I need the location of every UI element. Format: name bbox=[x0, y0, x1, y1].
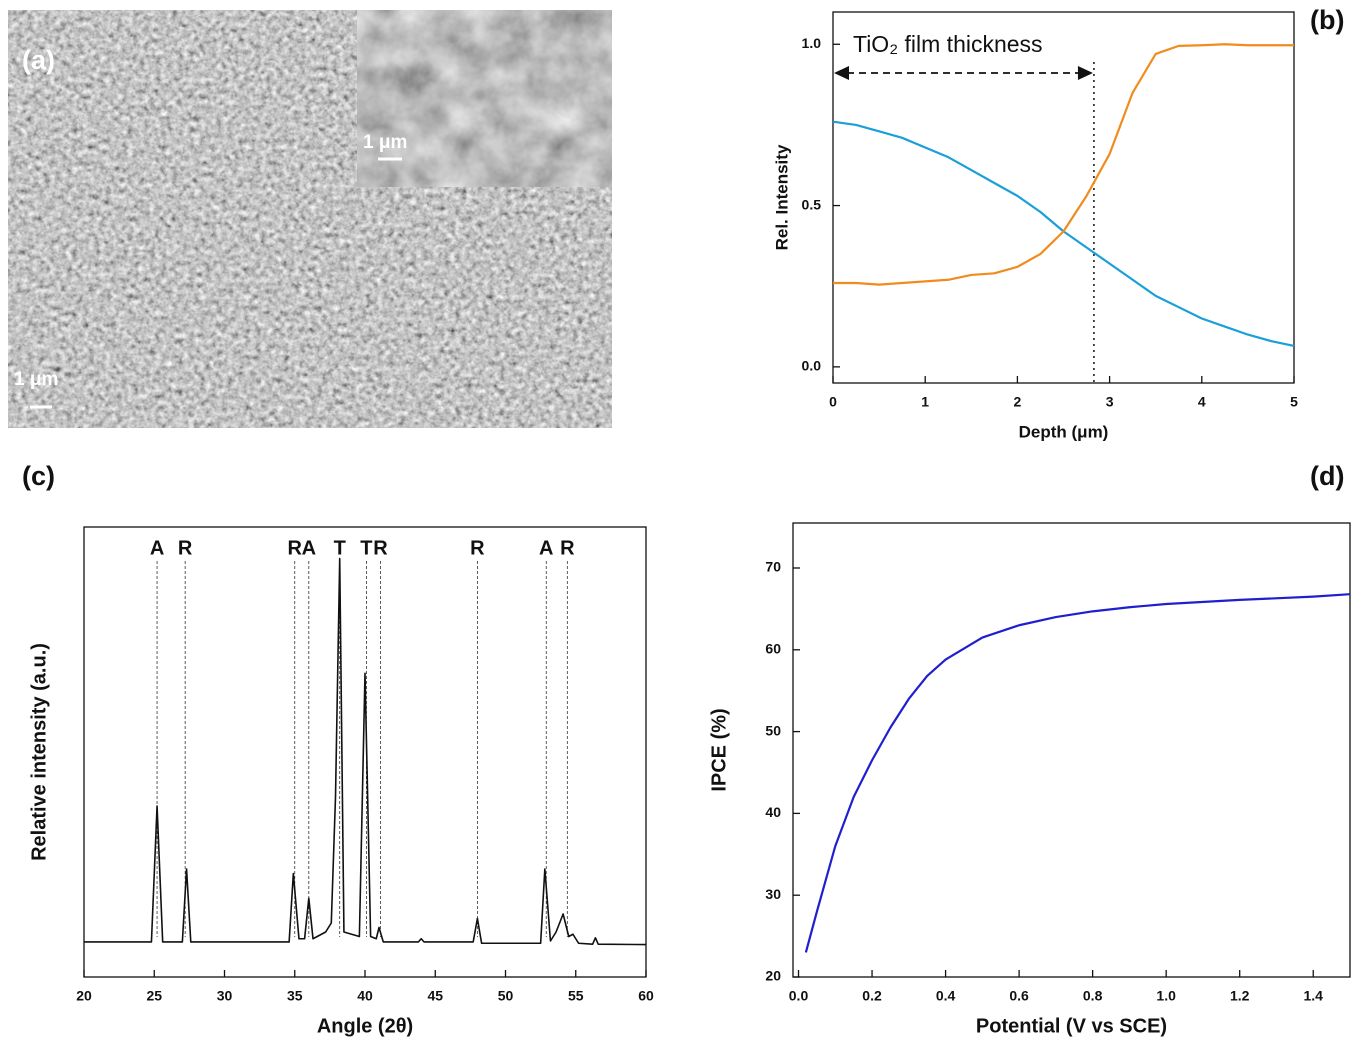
y-axis-label: IPCE (%) bbox=[708, 708, 730, 791]
y-axis-label: Relative intensity (a.u.) bbox=[28, 643, 50, 861]
data-line bbox=[804, 593, 1351, 953]
peak-label: R bbox=[178, 537, 193, 559]
x-axis-label: Angle (2θ) bbox=[317, 1015, 413, 1037]
x-tick-label: 60 bbox=[638, 988, 654, 1004]
peak-label: T bbox=[334, 537, 346, 559]
panel-label: (a) bbox=[22, 45, 55, 75]
x-tick-label: 40 bbox=[357, 988, 373, 1004]
x-tick-label: 0.4 bbox=[936, 988, 956, 1004]
plot-frame bbox=[832, 11, 1295, 384]
x-tick-label: 3 bbox=[1106, 394, 1114, 410]
annotation: TiO₂ film thickness bbox=[853, 31, 1043, 57]
x-tick-label: 1 bbox=[921, 394, 929, 410]
x-tick-label: 0.6 bbox=[1009, 988, 1029, 1004]
panel-label: (c) bbox=[22, 461, 55, 491]
data-line bbox=[832, 120, 1295, 347]
peak-label: R bbox=[470, 537, 485, 559]
x-tick-label: 25 bbox=[146, 988, 162, 1004]
plot-frame bbox=[83, 526, 647, 978]
y-tick-label: 70 bbox=[765, 559, 781, 575]
x-tick-label: 4 bbox=[1198, 394, 1206, 410]
x-tick-label: 0.2 bbox=[862, 988, 882, 1004]
inset-scale-bar-label: 1 μm bbox=[363, 132, 407, 153]
y-axis-label: Rel. Intensity bbox=[772, 144, 791, 250]
x-tick-label: 35 bbox=[287, 988, 303, 1004]
x-tick-label: 0 bbox=[829, 394, 837, 410]
x-tick-label: 0.8 bbox=[1083, 988, 1103, 1004]
x-tick-label: 2 bbox=[1014, 394, 1022, 410]
y-tick-label: 0.0 bbox=[802, 358, 822, 374]
y-tick-label: 50 bbox=[765, 722, 781, 738]
y-tick-label: 40 bbox=[765, 804, 781, 820]
x-tick-label: 50 bbox=[498, 988, 514, 1004]
peak-label: A bbox=[539, 537, 553, 559]
x-tick-label: 20 bbox=[76, 988, 92, 1004]
x-tick-label: 0.0 bbox=[789, 988, 809, 1004]
y-tick-label: 30 bbox=[765, 886, 781, 902]
x-tick-label: 1.2 bbox=[1230, 988, 1250, 1004]
arrow-head bbox=[1077, 66, 1093, 80]
peak-label: R bbox=[373, 537, 388, 559]
arrow-head bbox=[834, 66, 849, 80]
x-tick-label: 30 bbox=[217, 988, 233, 1004]
y-tick-label: 60 bbox=[765, 640, 781, 656]
x-axis-label: Potential (V vs SCE) bbox=[976, 1015, 1167, 1037]
peak-label: T bbox=[360, 537, 372, 559]
scale-bar-label: 1 μm bbox=[14, 369, 58, 390]
x-tick-label: 1.0 bbox=[1156, 988, 1176, 1004]
y-tick-label: 0.5 bbox=[802, 196, 822, 212]
peak-label: A bbox=[302, 537, 316, 559]
x-axis-label: Depth (μm) bbox=[1019, 422, 1109, 441]
y-tick-label: 20 bbox=[765, 968, 781, 984]
x-tick-label: 55 bbox=[568, 988, 584, 1004]
plot-frame bbox=[792, 522, 1351, 978]
data-line bbox=[833, 43, 1294, 286]
panel-label: (b) bbox=[1310, 5, 1344, 35]
peak-label: A bbox=[150, 537, 164, 559]
peak-label: R bbox=[288, 537, 303, 559]
x-tick-label: 5 bbox=[1290, 394, 1298, 410]
x-tick-label: 45 bbox=[427, 988, 443, 1004]
data-line bbox=[84, 557, 647, 946]
x-tick-label: 1.4 bbox=[1304, 988, 1324, 1004]
sem-image: (a) 1 μm 1 μm bbox=[8, 10, 612, 428]
panel-label: (d) bbox=[1310, 461, 1344, 491]
y-tick-label: 1.0 bbox=[802, 35, 822, 51]
peak-label: R bbox=[560, 537, 575, 559]
